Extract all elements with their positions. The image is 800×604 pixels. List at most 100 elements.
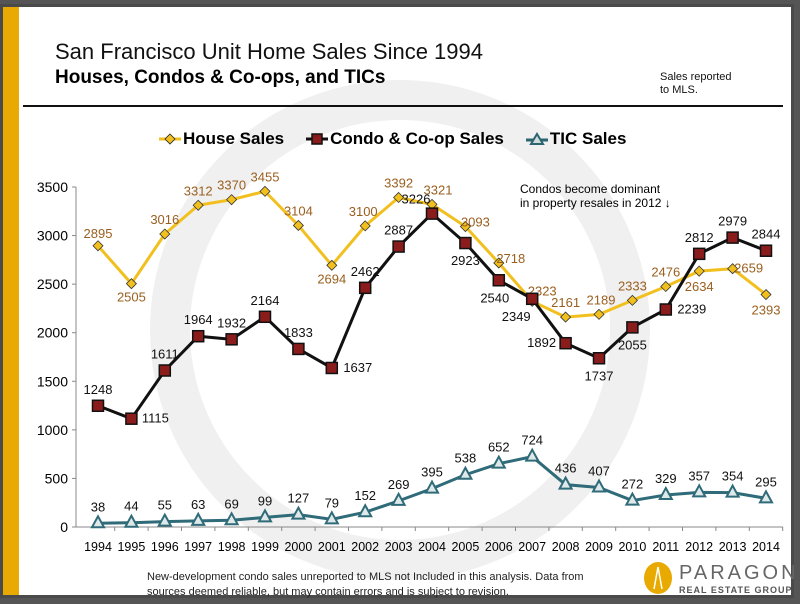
data-label: 2239 <box>677 301 706 316</box>
data-label: 652 <box>488 440 510 455</box>
data-label: 1833 <box>284 325 313 340</box>
data-point <box>358 281 372 295</box>
data-point <box>758 489 774 504</box>
data-label: 1892 <box>527 335 556 350</box>
data-label: 2462 <box>351 264 380 279</box>
data-label: 99 <box>258 493 272 508</box>
data-point <box>493 257 505 269</box>
data-label: 329 <box>655 471 677 486</box>
data-label: 269 <box>388 477 410 492</box>
data-label: 3455 <box>251 169 280 184</box>
data-label: 3104 <box>284 203 313 218</box>
data-label: 2887 <box>384 223 413 238</box>
data-label: 295 <box>755 474 777 489</box>
x-tick-label: 1999 <box>251 540 279 554</box>
data-label: 354 <box>722 469 744 484</box>
x-tick-label: 1997 <box>184 540 212 554</box>
data-label: 357 <box>688 468 710 483</box>
data-label: 2923 <box>451 253 480 268</box>
data-point <box>190 511 206 526</box>
data-point <box>624 491 641 506</box>
data-label: 2333 <box>618 278 647 293</box>
data-label: 2164 <box>251 293 280 308</box>
data-label: 127 <box>288 491 310 506</box>
y-tick-label: 1000 <box>37 422 68 438</box>
data-label: 3312 <box>184 183 213 198</box>
data-label: 3392 <box>384 175 413 190</box>
data-point <box>191 329 205 343</box>
data-point <box>258 310 272 324</box>
data-point <box>726 231 739 244</box>
data-label: 3226 <box>402 192 431 207</box>
data-point <box>92 240 104 252</box>
data-label: 79 <box>325 495 339 510</box>
data-point <box>492 274 506 287</box>
data-point <box>691 483 707 498</box>
data-label: 3321 <box>424 182 453 197</box>
data-label: 1611 <box>151 347 179 362</box>
data-point <box>326 259 338 271</box>
diamond-marker-icon <box>159 133 181 145</box>
data-label: 1737 <box>585 368 614 383</box>
x-tick-label: 2009 <box>585 540 613 554</box>
data-point <box>125 278 137 290</box>
data-point <box>226 194 238 206</box>
data-label: 3016 <box>150 212 179 227</box>
data-label: 272 <box>622 477 644 492</box>
data-label: 44 <box>124 499 138 514</box>
data-point <box>392 240 405 253</box>
x-tick-label: 2004 <box>418 540 446 554</box>
data-point <box>593 308 605 320</box>
data-label: 69 <box>224 496 238 511</box>
data-point <box>292 342 305 356</box>
data-label: 2349 <box>502 309 531 324</box>
data-point <box>693 265 705 277</box>
data-label: 2694 <box>317 271 346 286</box>
y-tick-label: 3000 <box>37 228 68 244</box>
data-point <box>290 505 307 520</box>
logo-name: PARAGON <box>679 561 799 584</box>
data-point <box>626 321 639 334</box>
data-point <box>91 399 105 413</box>
data-point <box>424 479 440 494</box>
x-tick-label: 2007 <box>518 540 546 554</box>
logo-icon <box>644 562 672 594</box>
data-label: 395 <box>421 465 443 480</box>
data-point <box>560 311 572 323</box>
data-point <box>525 292 539 306</box>
data-point <box>459 236 472 250</box>
data-label: 152 <box>354 488 376 503</box>
data-point <box>257 508 273 523</box>
x-tick-label: 2006 <box>485 540 513 554</box>
legend-label: House Sales <box>183 129 285 148</box>
data-point <box>158 364 172 377</box>
data-point <box>90 514 106 529</box>
x-tick-label: 1996 <box>151 540 179 554</box>
x-tick-label: 2010 <box>618 540 646 554</box>
data-point <box>591 478 607 493</box>
x-tick-label: 2014 <box>752 540 780 554</box>
data-label: 1637 <box>343 360 372 375</box>
data-point <box>359 220 371 232</box>
chart-title: San Francisco Unit Home Sales Since 1994 <box>55 39 483 64</box>
data-label: 3100 <box>349 204 378 219</box>
data-point <box>123 513 140 528</box>
data-label: 2393 <box>752 303 781 318</box>
data-point <box>390 491 407 506</box>
data-point <box>393 191 405 204</box>
data-point <box>125 412 138 425</box>
x-tick-label: 1994 <box>84 540 112 554</box>
data-point <box>692 247 706 261</box>
footnote: New-development condo sales unreported t… <box>147 570 584 600</box>
axes: 0 500 1000 1500 2000 2500 3000 3500 1994 1995 1996… <box>37 179 784 554</box>
data-label: 2476 <box>651 264 680 279</box>
data-label: 2895 <box>84 226 113 241</box>
legend-condo: Condo & Co-op Sales <box>306 129 504 149</box>
data-label: 2189 <box>587 292 616 307</box>
y-tick-label: 0 <box>60 519 68 535</box>
data-point <box>660 280 672 293</box>
data-label: 1115 <box>142 411 169 426</box>
data-label: 55 <box>158 498 172 513</box>
paragon-logo: PARAGON REAL ESTATE GROUP <box>643 561 799 595</box>
